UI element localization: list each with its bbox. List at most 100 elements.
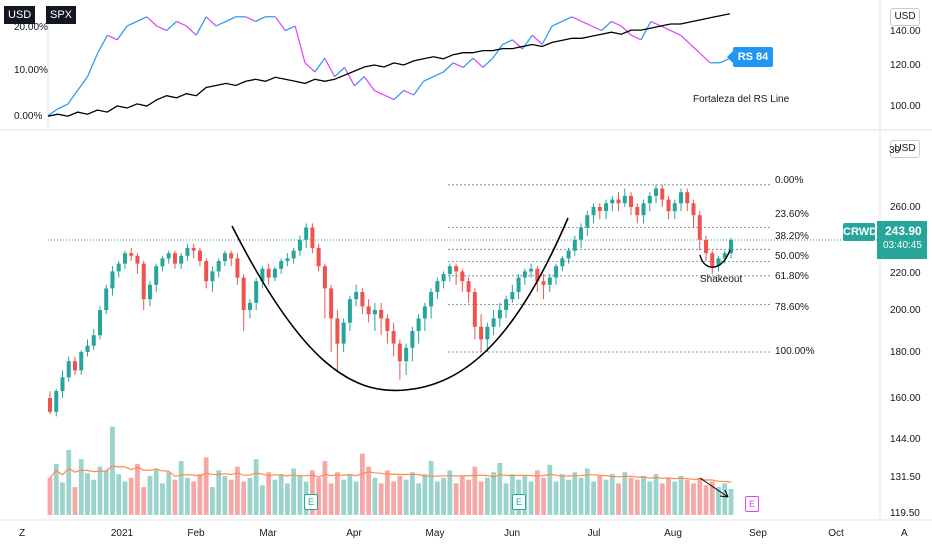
candle-body bbox=[472, 292, 477, 327]
candle-body bbox=[116, 263, 121, 272]
candle-body bbox=[441, 274, 446, 282]
zoom-corner-button[interactable]: Z bbox=[19, 528, 26, 539]
candle-body bbox=[541, 281, 546, 285]
currency-tag: USD bbox=[8, 9, 32, 21]
rs-line-segment bbox=[116, 25, 128, 41]
earnings-marker[interactable]: E bbox=[512, 494, 526, 510]
candle-body bbox=[397, 343, 402, 362]
candle-body bbox=[216, 261, 221, 272]
volume-bar bbox=[166, 472, 172, 515]
volume-bar bbox=[141, 487, 147, 515]
volume-bar bbox=[491, 472, 496, 515]
rs-line-segment bbox=[363, 76, 375, 91]
rs-line-segment bbox=[343, 67, 355, 87]
rs-line-segment bbox=[284, 25, 296, 32]
currency-button-main[interactable]: USD bbox=[890, 140, 920, 158]
candle-body bbox=[279, 261, 284, 269]
currency-button-top[interactable]: USD bbox=[890, 8, 920, 26]
volume-bar bbox=[260, 485, 265, 515]
volume-bar bbox=[628, 477, 634, 515]
rs-line-segment bbox=[383, 94, 395, 101]
price-tick: 131.50 bbox=[890, 472, 921, 483]
candle-body bbox=[666, 199, 671, 212]
candle-body bbox=[229, 253, 234, 259]
earnings-marker-upcoming[interactable]: E bbox=[745, 496, 759, 512]
rs-line-segment bbox=[334, 66, 345, 78]
price-tick: 119.50 bbox=[890, 508, 920, 519]
candle-body bbox=[622, 195, 627, 204]
auto-scale-button[interactable]: A bbox=[901, 528, 908, 539]
earnings-marker[interactable]: E bbox=[304, 494, 318, 510]
volume-bar bbox=[647, 481, 653, 515]
volume-bar bbox=[428, 461, 434, 515]
volume-arrow-head bbox=[719, 489, 729, 498]
volume-bar bbox=[185, 477, 190, 515]
volume-bar bbox=[403, 479, 409, 515]
volume-bar bbox=[616, 483, 621, 515]
candle-body bbox=[554, 266, 559, 278]
volume-bar bbox=[272, 479, 278, 515]
candle-body bbox=[635, 207, 640, 216]
candle-body bbox=[360, 292, 365, 307]
last-price-badge: 243.90 03:40:45 bbox=[877, 221, 927, 259]
candle-body bbox=[72, 361, 77, 371]
volume-bar bbox=[703, 485, 709, 515]
volume-bar bbox=[578, 477, 584, 515]
volume-bar bbox=[728, 488, 734, 515]
candle-body bbox=[410, 331, 415, 348]
price-tick: 220.00 bbox=[890, 268, 921, 279]
volume-bar bbox=[160, 483, 165, 515]
volume-bar bbox=[222, 475, 228, 515]
symbol-tag-compare[interactable]: SPX bbox=[46, 6, 77, 24]
candle-body bbox=[466, 281, 471, 292]
volume-bar bbox=[609, 474, 615, 515]
rs-annotation: Fortaleza del RS Line bbox=[693, 94, 790, 105]
x-tick-label: Jun bbox=[503, 528, 521, 539]
volume-bar bbox=[103, 470, 109, 515]
volume-bar bbox=[297, 475, 303, 515]
volume-bar bbox=[391, 481, 397, 515]
candle-body bbox=[110, 271, 115, 289]
shakeout-annotation: Shakeout bbox=[700, 274, 743, 285]
rs-line-segment bbox=[403, 89, 414, 96]
candle-body bbox=[66, 361, 71, 378]
x-tick-label: 2021 bbox=[110, 528, 134, 539]
volume-bar bbox=[497, 462, 503, 515]
volume-bar bbox=[53, 463, 59, 515]
fib-label: 100.00% bbox=[775, 346, 815, 357]
candle-body bbox=[404, 347, 409, 362]
candle-body bbox=[60, 377, 65, 392]
fib-label: 23.60% bbox=[775, 209, 809, 220]
candle-body bbox=[172, 253, 177, 264]
volume-bar bbox=[459, 475, 465, 515]
candle-body bbox=[591, 207, 596, 216]
clipped-tick: 30 bbox=[889, 145, 901, 156]
rs-line-segment bbox=[531, 34, 543, 45]
candle-body bbox=[641, 203, 646, 216]
candle-body bbox=[147, 284, 152, 300]
volume-bar bbox=[78, 459, 84, 515]
candle-body bbox=[372, 310, 377, 315]
volume-arrow bbox=[699, 477, 729, 498]
rs-line-segment bbox=[452, 62, 464, 68]
volume-bar bbox=[709, 481, 715, 515]
candle-body bbox=[341, 322, 346, 344]
volume-bar bbox=[228, 479, 234, 515]
candle-body bbox=[179, 255, 184, 264]
symbol-tag-main[interactable]: USD bbox=[4, 6, 36, 24]
volume-bar bbox=[334, 472, 340, 515]
price-tick: 144.00 bbox=[890, 434, 921, 445]
candle-body bbox=[604, 203, 609, 212]
volume-ma-line bbox=[49, 465, 732, 483]
candle-body bbox=[304, 227, 309, 240]
candle-body bbox=[429, 292, 434, 307]
volume-bar bbox=[591, 481, 596, 515]
volume-bar bbox=[210, 487, 215, 515]
rs-line-segment bbox=[294, 25, 306, 63]
rs-line-segment bbox=[107, 34, 118, 41]
candle-body bbox=[447, 266, 452, 274]
cup-pattern-curve bbox=[231, 217, 569, 392]
candle-body bbox=[454, 266, 459, 272]
